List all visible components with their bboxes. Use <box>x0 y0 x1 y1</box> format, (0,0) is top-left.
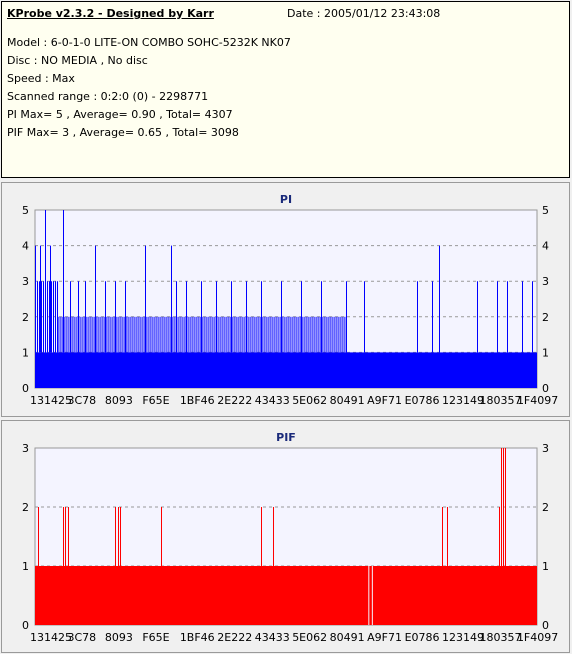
y-tick-label-left: 0 <box>22 619 29 632</box>
x-tick-label: F65E <box>142 631 169 644</box>
x-tick-label: 1BF46 <box>180 631 215 644</box>
y-tick-label-left: 1 <box>22 560 29 573</box>
pi-chart-panel: PI 0 0 1 1 2 2 3 3 4 4 5 5 131425 3C78 8093 F65E 1BF46 2E2… <box>1 182 570 417</box>
baseline-fill <box>35 352 537 388</box>
x-tick-label: 43433 <box>255 631 290 644</box>
x-tick-label: 3C78 <box>67 394 96 407</box>
x-tick-label: 43433 <box>255 394 290 407</box>
x-tick-label: 1BF46 <box>180 394 215 407</box>
x-tick-label: 80491 <box>330 394 365 407</box>
x-tick-label: 2E222 <box>217 631 252 644</box>
x-tick-label: 80491 <box>330 631 365 644</box>
x-tick-label: 131425 <box>30 631 72 644</box>
x-tick-label: 123149 <box>442 394 484 407</box>
x-tick-label: 3C78 <box>67 631 96 644</box>
x-tick-label: 5E062 <box>292 631 327 644</box>
y-tick-label-right: 0 <box>542 382 549 395</box>
x-tick-label: 131425 <box>30 394 72 407</box>
y-tick-label-right: 2 <box>542 311 549 324</box>
y-tick-label-left: 5 <box>22 204 29 217</box>
info-panel: KProbe v2.3.2 - Designed by Karr Date : … <box>1 1 570 178</box>
y-tick-label-right: 3 <box>542 275 549 288</box>
x-tick-label: F65E <box>142 394 169 407</box>
y-tick-label-left: 1 <box>22 346 29 359</box>
speed-line: Speed : Max <box>7 72 75 85</box>
x-tick-label: 123149 <box>442 631 484 644</box>
baseline-fill <box>35 566 537 625</box>
y-tick-label-right: 4 <box>542 240 549 253</box>
y-tick-label-right: 5 <box>542 204 549 217</box>
x-tick-label: E0786 <box>405 394 440 407</box>
y-tick-label-right: 0 <box>542 619 549 632</box>
x-tick-label: 180357 <box>479 631 521 644</box>
x-tick-label: 5E062 <box>292 394 327 407</box>
y-tick-label-left: 3 <box>22 275 29 288</box>
x-tick-label: 8093 <box>105 631 133 644</box>
x-tick-label: 1F4097 <box>517 631 558 644</box>
y-tick-label-right: 2 <box>542 501 549 514</box>
pif-chart-panel: PIF 0 0 1 1 2 2 3 3 131425 3C78 8093 F65E 1BF46 2E222 4… <box>1 420 570 653</box>
app-title: KProbe v2.3.2 - Designed by Karr <box>7 7 214 20</box>
x-tick-label: A9F71 <box>367 394 402 407</box>
x-tick-label: E0786 <box>405 631 440 644</box>
chart-title: PIF <box>276 431 296 444</box>
y-tick-label-right: 1 <box>542 346 549 359</box>
x-tick-label: 2E222 <box>217 394 252 407</box>
scanned-range-line: Scanned range : 0:2:0 (0) - 2298771 <box>7 90 209 103</box>
x-tick-label: 8093 <box>105 394 133 407</box>
x-tick-label: A9F71 <box>367 631 402 644</box>
y-tick-label-left: 2 <box>22 501 29 514</box>
y-tick-label-left: 0 <box>22 382 29 395</box>
y-tick-label-left: 4 <box>22 240 29 253</box>
y-tick-label-right: 1 <box>542 560 549 573</box>
y-tick-label-left: 3 <box>22 442 29 455</box>
pif-summary-line: PIF Max= 3 , Average= 0.65 , Total= 3098 <box>7 126 239 139</box>
y-tick-label-left: 2 <box>22 311 29 324</box>
x-tick-label: 180357 <box>479 394 521 407</box>
pi-summary-line: PI Max= 5 , Average= 0.90 , Total= 4307 <box>7 108 233 121</box>
x-tick-label: 1F4097 <box>517 394 558 407</box>
model-line: Model : 6-0-1-0 LITE-ON COMBO SOHC-5232K… <box>7 36 291 49</box>
chart-title: PI <box>280 193 292 206</box>
scan-date: Date : 2005/01/12 23:43:08 <box>287 7 441 20</box>
disc-line: Disc : NO MEDIA , No disc <box>7 54 148 67</box>
y-tick-label-right: 3 <box>542 442 549 455</box>
